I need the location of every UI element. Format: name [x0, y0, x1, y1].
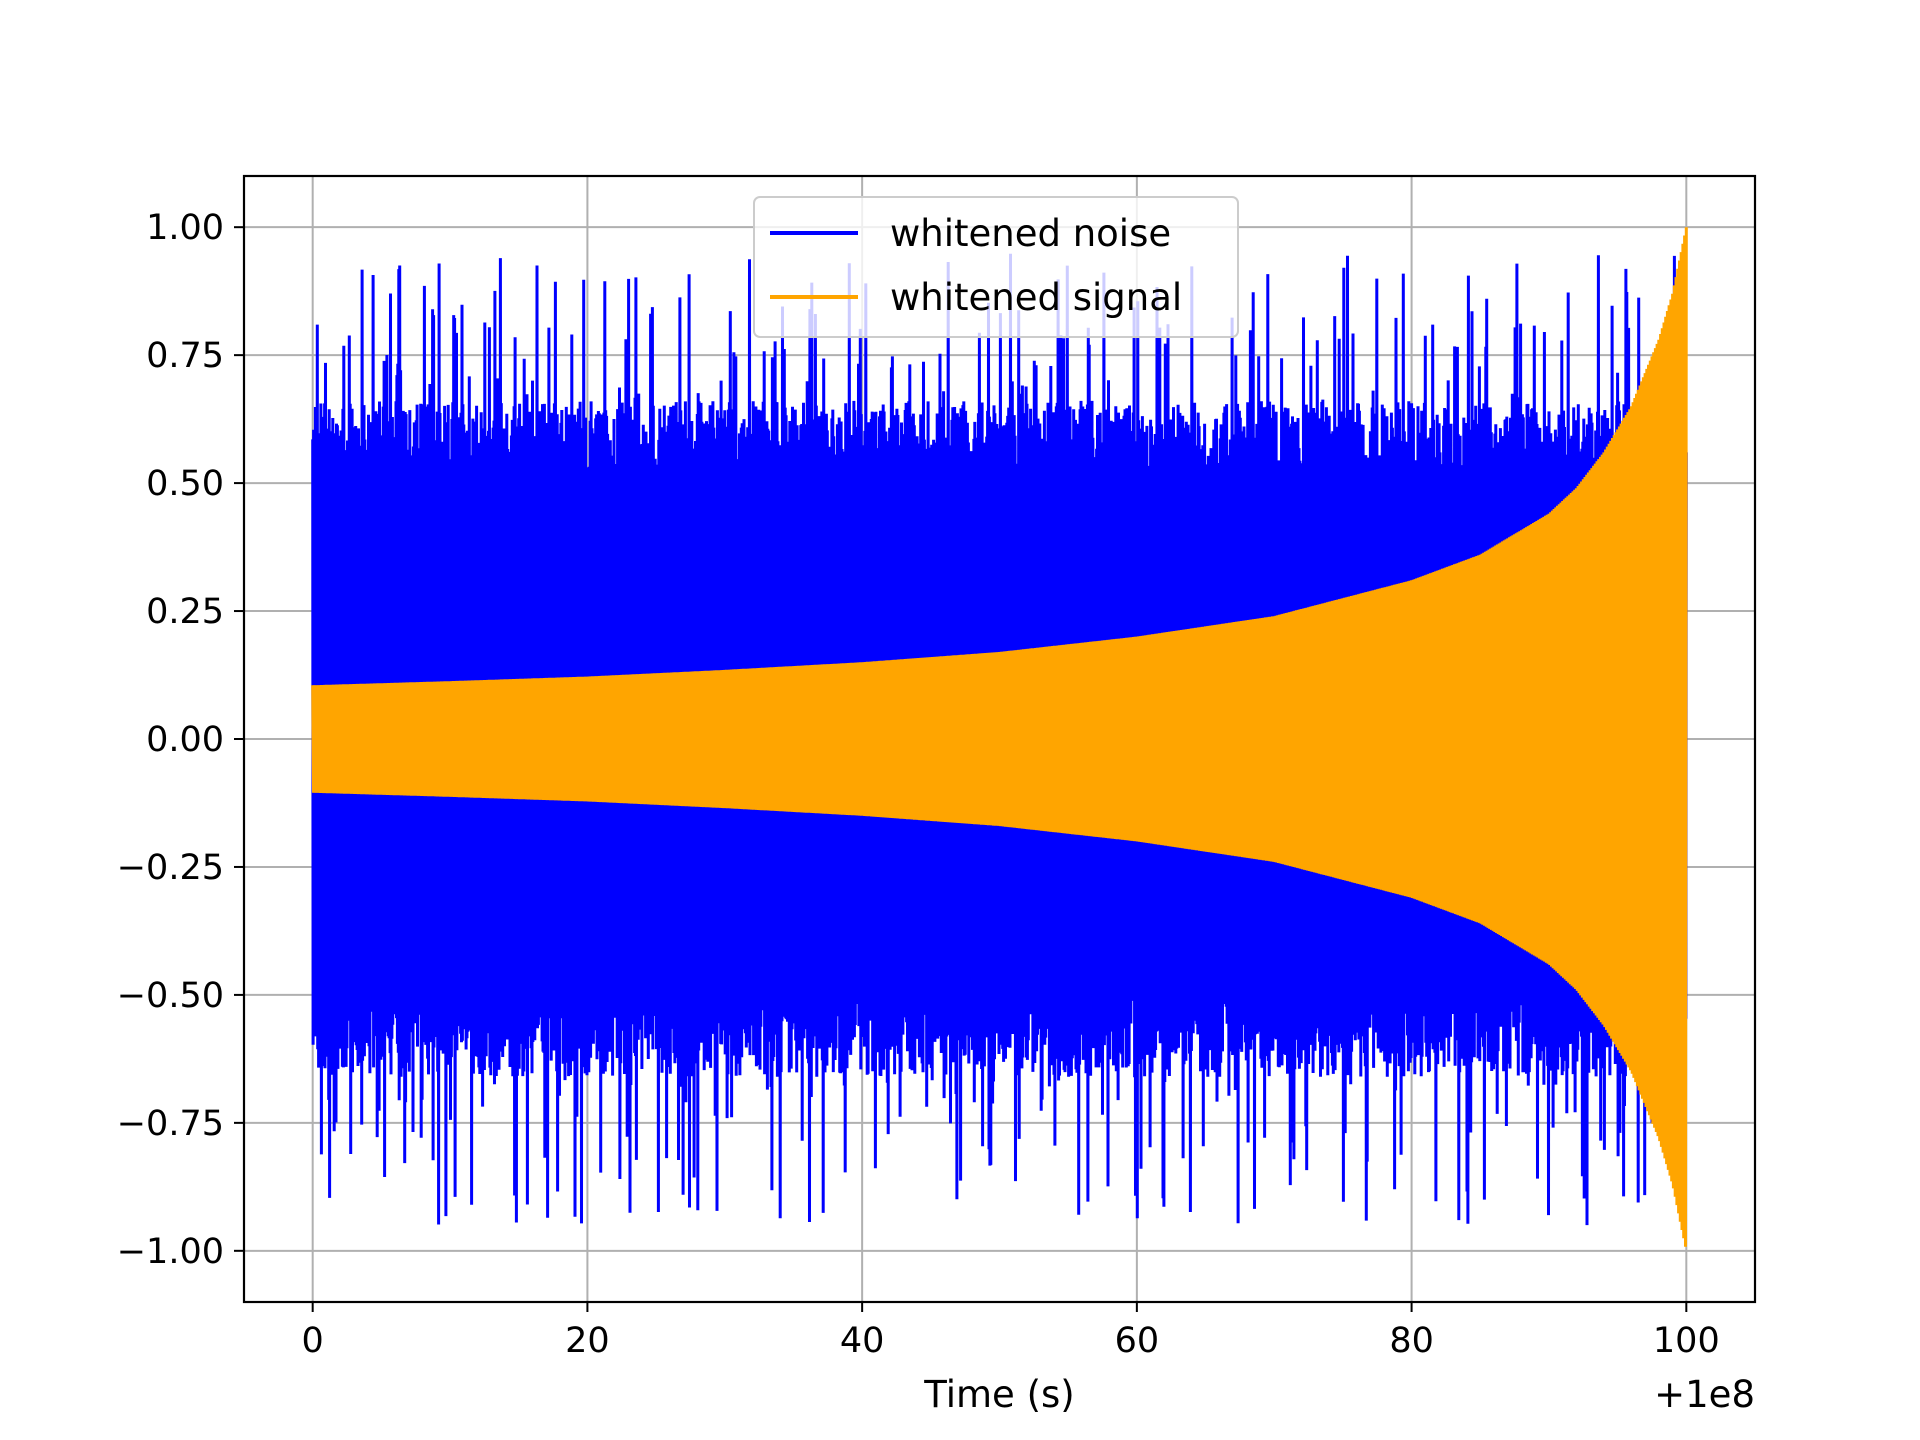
x-axis-label: Time (s) [923, 1373, 1074, 1416]
x-axis-offset-label: +1e8 [1654, 1373, 1755, 1416]
y-tick-label: 1.00 [146, 208, 224, 248]
tick-layer: 0 20 40 60 80 100 −1.00 −0.75 −0.50 −0.25 0.00 0.25… [117, 208, 1720, 1361]
y-tick-label: −0.25 [117, 848, 224, 888]
legend-label: whitened noise [890, 212, 1171, 255]
x-tick-label: 100 [1653, 1321, 1720, 1361]
y-tick-label: 0.50 [146, 464, 224, 504]
legend-box [753, 196, 1239, 338]
y-tick-label: −0.50 [117, 976, 224, 1016]
x-tick-label: 0 [302, 1321, 324, 1361]
y-tick-label: 0.25 [146, 592, 224, 632]
x-tick-label: 80 [1389, 1321, 1434, 1361]
y-tick-label: 0.75 [146, 336, 224, 376]
x-tick-label: 20 [565, 1321, 610, 1361]
x-tick-label: 40 [840, 1321, 885, 1361]
series-line-whitened-noise [311, 253, 1688, 1226]
legend-label: whitened signal [890, 276, 1182, 319]
series-layer [311, 227, 1688, 1247]
series-line-whitened-signal [311, 227, 1688, 1247]
y-tick-label: −1.00 [117, 1232, 224, 1272]
y-tick-label: 0.00 [146, 720, 224, 760]
y-tick-label: −0.75 [117, 1104, 224, 1144]
legend: whitened noise whitened signal [753, 196, 1239, 338]
x-tick-label: 60 [1115, 1321, 1160, 1361]
